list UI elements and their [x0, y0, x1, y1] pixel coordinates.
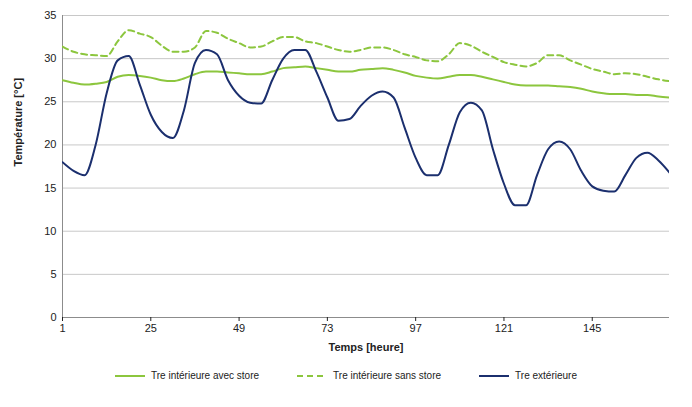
- svg-text:1: 1: [59, 322, 65, 334]
- svg-text:Temps [heure]: Temps [heure]: [329, 341, 404, 353]
- svg-text:15: 15: [44, 182, 56, 194]
- svg-text:0: 0: [50, 311, 56, 323]
- svg-text:30: 30: [44, 52, 56, 64]
- svg-text:145: 145: [583, 322, 601, 334]
- svg-text:49: 49: [233, 322, 245, 334]
- svg-text:20: 20: [44, 138, 56, 150]
- svg-text:73: 73: [321, 322, 333, 334]
- svg-text:121: 121: [495, 322, 513, 334]
- html-text:Tre intérieure avec store: Tre intérieure avec store: [151, 370, 260, 381]
- html-text:Tre intérieure sans store: Tre intérieure sans store: [333, 370, 442, 381]
- svg-text:25: 25: [145, 322, 157, 334]
- svg-text:35: 35: [44, 9, 56, 21]
- html-text:Tre extérieure: Tre extérieure: [515, 370, 577, 381]
- svg-text:25: 25: [44, 95, 56, 107]
- svg-text:5: 5: [50, 268, 56, 280]
- svg-text:97: 97: [410, 322, 422, 334]
- svg-text:10: 10: [44, 225, 56, 237]
- svg-text:Température [°C]: Température [°C]: [12, 78, 24, 167]
